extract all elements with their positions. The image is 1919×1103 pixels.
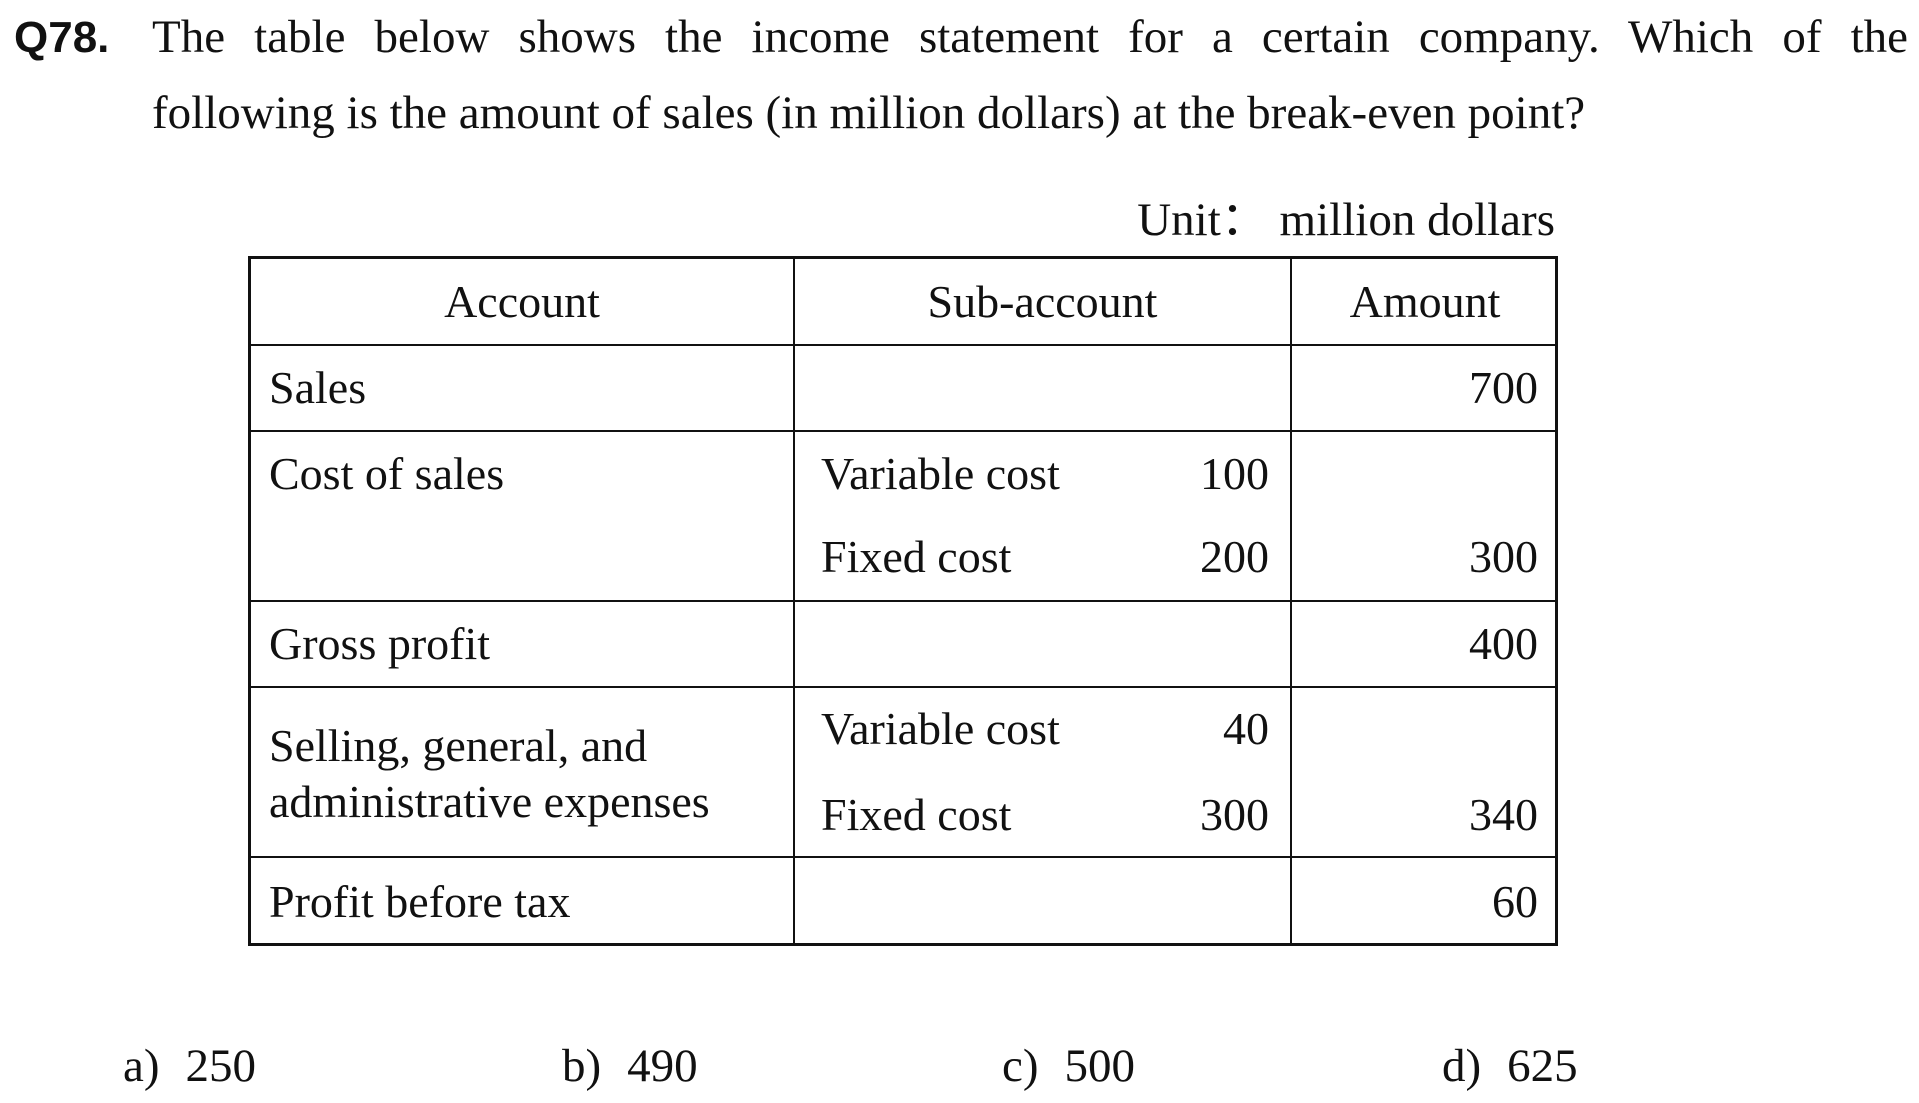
amount-cost-of-sales: 300 (1469, 531, 1538, 582)
amount-sales: 700 (1469, 362, 1538, 413)
question-number: Q78. (14, 13, 110, 62)
option-letter: b) (562, 1040, 602, 1092)
column-header-amount: Amount (1349, 276, 1501, 327)
sub-account-value: 300 (1200, 789, 1269, 840)
column-header-account: Account (444, 276, 600, 327)
answer-option-d[interactable]: d) 625 (1442, 1043, 1578, 1090)
table-rule (251, 430, 1555, 432)
account-gross-profit: Gross profit (269, 618, 491, 669)
option-value: 500 (1064, 1040, 1136, 1092)
table-rule (793, 259, 795, 943)
table-rule (251, 686, 1555, 688)
account-sga-line-1: Selling, general, and (269, 720, 648, 771)
table-rule (251, 344, 1555, 346)
answer-option-b[interactable]: b) 490 (562, 1043, 698, 1090)
answer-option-c[interactable]: c) 500 (1002, 1043, 1135, 1090)
option-value: 625 (1507, 1040, 1578, 1092)
table-rule (251, 600, 1555, 602)
answer-option-a[interactable]: a) 250 (123, 1043, 256, 1090)
option-letter: c) (1002, 1040, 1039, 1092)
sub-account-label: Fixed cost (821, 789, 1012, 840)
account-cost-of-sales: Cost of sales (269, 448, 505, 499)
option-letter: a) (123, 1040, 160, 1092)
sub-account-label: Fixed cost (821, 531, 1012, 582)
question-text-line-2: following is the amount of sales (in mil… (152, 87, 1586, 139)
account-profit-before-tax: Profit before tax (269, 876, 571, 927)
option-letter: d) (1442, 1040, 1482, 1092)
table-rule (251, 856, 1555, 858)
option-value: 250 (185, 1040, 257, 1092)
amount-sga: 340 (1469, 789, 1538, 840)
account-sales: Sales (269, 362, 367, 413)
column-header-sub-account: Sub-account (927, 276, 1158, 327)
sub-account-value: 40 (1223, 703, 1269, 754)
amount-gross-profit: 400 (1469, 618, 1538, 669)
sub-account-label: Variable cost (821, 703, 1060, 754)
option-value: 490 (627, 1040, 698, 1092)
account-sga-line-2: administrative expenses (269, 776, 710, 827)
sub-account-value: 100 (1200, 448, 1269, 499)
question-text-line-1: The table below shows the income stateme… (152, 11, 1908, 63)
sub-account-value: 200 (1200, 531, 1269, 582)
table-rule (1290, 259, 1292, 943)
unit-label: Unit： million dollars (1137, 194, 1555, 246)
sub-account-label: Variable cost (821, 448, 1060, 499)
income-statement-table: Account Sub-account Amount Sales 700 Cos… (248, 256, 1558, 946)
amount-profit-before-tax: 60 (1492, 876, 1538, 927)
